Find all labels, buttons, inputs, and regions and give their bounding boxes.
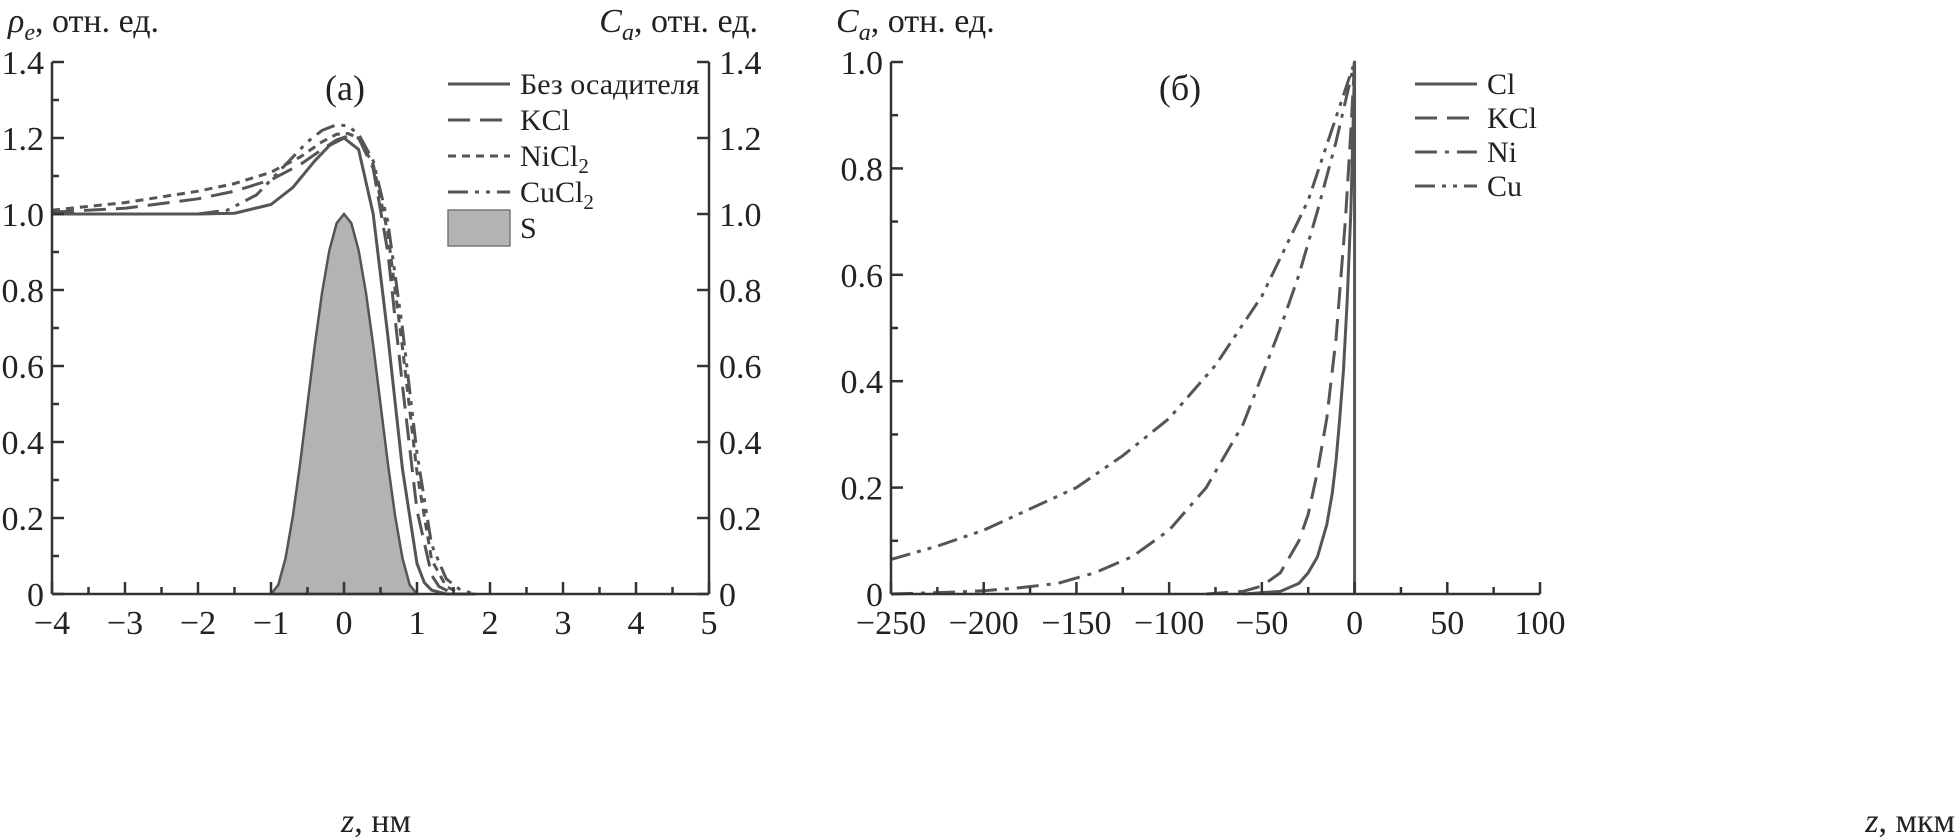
x-tick-label: 1	[409, 605, 426, 642]
y-tick-label-right: 0	[719, 577, 736, 614]
legend-swatch	[447, 209, 511, 247]
y-tick-label-left: 0.8	[2, 273, 45, 310]
y-tick-label-left: 1.0	[841, 45, 884, 82]
y-tick-label-left: 0.8	[841, 151, 884, 188]
y-tick-label-right: 1.4	[719, 45, 762, 82]
x-axis-title: z, нм	[340, 803, 411, 837]
series-line-kcl	[1206, 61, 1357, 596]
x-tick-label: 0	[336, 605, 353, 642]
series-line-без осадителя	[52, 136, 461, 596]
series-line-ni	[890, 61, 1357, 596]
panel-label: (б)	[1159, 68, 1201, 108]
x-tick-label: −100	[1134, 605, 1204, 642]
x-tick-label: −150	[1041, 605, 1111, 642]
y-tick-label-right: 0.8	[719, 273, 762, 310]
legend-label: S	[520, 212, 537, 245]
panel-b: −250 −200 −150 −100 −50 0 50 100 0 0.2 0.4 0.6 0.8 1.…	[836, 3, 1955, 837]
y-tick-label-left: 0.4	[841, 364, 884, 401]
y-tick-label-left: 0	[27, 577, 44, 614]
x-tick-label: −50	[1235, 605, 1288, 642]
series-line-kcl	[51, 134, 476, 596]
x-tick-label: −2	[180, 605, 216, 642]
y-tick-label-right: 0.2	[719, 501, 762, 538]
x-tick-label: −1	[253, 605, 289, 642]
legend-label: KCl	[1487, 102, 1537, 135]
x-tick-label: −4	[34, 605, 70, 642]
x-tick-label: 2	[482, 605, 499, 642]
x-tick-label: 0	[1346, 605, 1363, 642]
legend-label: Без осадителя	[520, 68, 700, 101]
x-tick-label: 4	[628, 605, 645, 642]
legend-label: Cl	[1487, 68, 1515, 101]
y-tick-label-left: 0	[866, 577, 883, 614]
x-tick-label: 100	[1515, 605, 1566, 642]
y-tick-label-left: 0.2	[841, 471, 884, 508]
legend-label: Cu	[1487, 170, 1522, 203]
series-line-cu	[890, 61, 1356, 561]
y-tick-label-right: 1.2	[719, 121, 762, 158]
x-tick-label: −250	[856, 605, 926, 642]
x-tick-label: 3	[555, 605, 572, 642]
y-axis-title-left: Ca, отн. ед.	[836, 3, 995, 46]
series-line-cucl2	[52, 123, 476, 596]
y-tick-label-left: 0.6	[841, 258, 884, 295]
x-axis-title: z, мкм	[1864, 803, 1955, 837]
legend-label: CuCl2	[520, 176, 594, 214]
x-tick-label: 5	[701, 605, 718, 642]
y-tick-label-right: 0.6	[719, 349, 762, 386]
y-tick-label-left: 0.2	[2, 501, 45, 538]
legend-label: KCl	[520, 104, 570, 137]
legend-label: Ni	[1487, 136, 1517, 169]
y-tick-label-left: 1.0	[2, 197, 45, 234]
x-tick-label: −200	[949, 605, 1019, 642]
panel-label: (а)	[325, 68, 365, 108]
panel-a: −4 −3 −2 −1 0 1 2 3 4 50 00.2 0.20.4 0.40.6 0.60.8 0.8…	[2, 3, 762, 837]
legend-label: NiCl2	[520, 140, 589, 178]
x-tick-label: −3	[107, 605, 143, 642]
y-axis-title-right: Ca, отн. ед.	[599, 3, 758, 46]
y-tick-label-left: 0.6	[2, 349, 45, 386]
series-line-nicl2	[51, 131, 476, 596]
y-tick-label-left: 1.2	[2, 121, 45, 158]
y-tick-label-right: 0.4	[719, 425, 762, 462]
y-tick-label-left: 0.4	[2, 425, 45, 462]
x-tick-label: 50	[1430, 605, 1464, 642]
series-s-area	[268, 211, 420, 596]
y-tick-label-right: 1.0	[719, 197, 762, 234]
y-tick-label-left: 1.4	[2, 45, 45, 82]
y-axis-title-left: ρe, отн. ед.	[7, 3, 159, 46]
